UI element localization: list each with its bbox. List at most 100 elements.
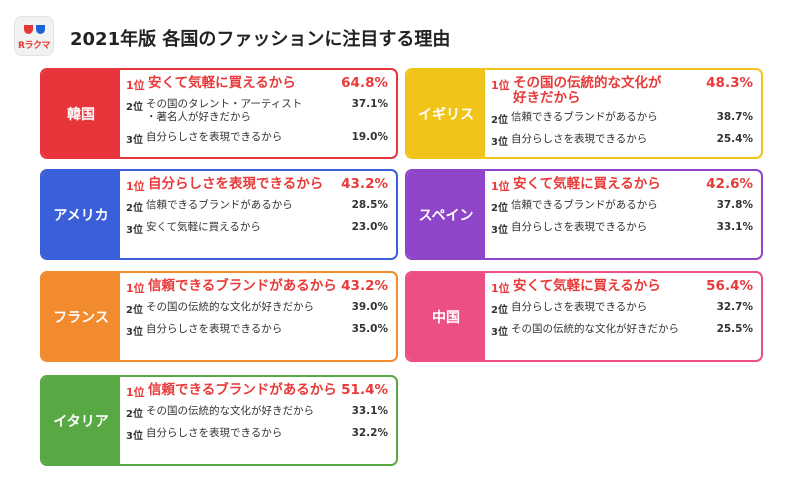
rank-label: 2位 (126, 305, 143, 316)
ranking-row: 2位 その国の伝統的な文化が好きだから 33.1% (126, 405, 388, 420)
reason-text: 信頼できるブランドがあるから (148, 278, 337, 294)
reason-text: 自分らしさを表現できるから (146, 131, 283, 143)
rakuma-logo: Rラクマ (14, 16, 54, 56)
rank-label: 1位 (126, 282, 145, 295)
percentage-value: 43.2% (341, 278, 388, 294)
percentage-value: 25.5% (716, 323, 753, 335)
percentage-value: 19.0% (351, 131, 388, 143)
reason-text: 信頼できるブランドがあるから (148, 382, 337, 398)
percentage-value: 38.7% (716, 111, 753, 123)
country-label: スペイン (407, 171, 485, 258)
rank-label: 2位 (491, 203, 508, 214)
percentage-value: 43.2% (341, 176, 388, 192)
percentage-value: 39.0% (351, 301, 388, 313)
ranking-row: 3位 自分らしさを表現できるから 33.1% (491, 221, 753, 236)
country-card: 韓国 1位 安くて気軽に買えるから 64.8% 2位 その国のタレント・アーティスト ・著… (40, 68, 398, 159)
ranking-list: 1位 安くて気軽に買えるから 56.4% 2位 自分らしさを表現できるから 32.7% 3位… (491, 279, 753, 356)
country-card: アメリカ 1位 自分らしさを表現できるから 43.2% 2位 信頼できるブランドがあるから… (40, 169, 398, 260)
ranking-row: 2位 その国のタレント・アーティスト ・著名人が好きだから 37.1% (126, 98, 388, 124)
rank-label: 1位 (491, 282, 510, 295)
rank-label: 3位 (126, 431, 143, 442)
reason-text: 安くて気軽に買えるから (148, 75, 296, 91)
ranking-list: 1位 自分らしさを表現できるから 43.2% 2位 信頼できるブランドがあるから 28.5… (126, 177, 388, 254)
percentage-value: 33.1% (716, 221, 753, 233)
percentage-value: 25.4% (716, 133, 753, 145)
ranking-row: 1位 安くて気軽に買えるから 42.6% (491, 177, 753, 194)
country-card: イギリス 1位 その国の伝統的な文化が 好きだから 48.3% 2位 信頼できるブランドが… (405, 68, 763, 159)
ranking-row: 1位 信頼できるブランドがあるから 43.2% (126, 279, 388, 296)
ranking-row: 1位 信頼できるブランドがあるから 51.4% (126, 383, 388, 400)
ranking-list: 1位 信頼できるブランドがあるから 43.2% 2位 その国の伝統的な文化が好きだから 3… (126, 279, 388, 356)
logo-blue-mark (36, 25, 45, 34)
rank-label: 1位 (491, 180, 510, 193)
ranking-list: 1位 安くて気軽に買えるから 42.6% 2位 信頼できるブランドがあるから 37.8% 3… (491, 177, 753, 254)
percentage-value: 23.0% (351, 221, 388, 233)
page-title: 2021年版 各国のファッションに注目する理由 (70, 29, 451, 50)
reason-text: その国の伝統的な文化が好きだから (146, 301, 314, 313)
rank-label: 1位 (126, 79, 145, 92)
percentage-value: 37.1% (351, 98, 388, 110)
percentage-value: 42.6% (706, 176, 753, 192)
ranking-row: 1位 安くて気軽に買えるから 64.8% (126, 76, 388, 93)
ranking-list: 1位 その国の伝統的な文化が 好きだから 48.3% 2位 信頼できるブランドがあるから… (491, 76, 753, 153)
rank-label: 3位 (491, 137, 508, 148)
reason-text: 安くて気軽に買えるから (513, 278, 661, 294)
ranking-row: 1位 その国の伝統的な文化が 好きだから 48.3% (491, 76, 753, 106)
rank-label: 3位 (491, 225, 508, 236)
ranking-list: 1位 安くて気軽に買えるから 64.8% 2位 その国のタレント・アーティスト ・著名人… (126, 76, 388, 153)
percentage-value: 48.3% (706, 75, 753, 91)
ranking-row: 2位 信頼できるブランドがあるから 38.7% (491, 111, 753, 126)
rank-label: 2位 (126, 203, 143, 214)
ranking-row: 1位 自分らしさを表現できるから 43.2% (126, 177, 388, 194)
reason-text: 安くて気軽に買えるから (513, 176, 661, 192)
ranking-row: 2位 信頼できるブランドがあるから 37.8% (491, 199, 753, 214)
rank-label: 2位 (491, 115, 508, 126)
reason-text: 自分らしさを表現できるから (511, 301, 648, 313)
reason-text: その国の伝統的な文化が好きだから (146, 405, 314, 417)
country-label: 韓国 (42, 70, 120, 157)
percentage-value: 28.5% (351, 199, 388, 211)
country-label: フランス (42, 273, 120, 360)
country-label: アメリカ (42, 171, 120, 258)
country-label: イタリア (42, 377, 120, 464)
percentage-value: 32.7% (716, 301, 753, 313)
reason-text: 自分らしさを表現できるから (148, 176, 324, 192)
rank-label: 3位 (126, 327, 143, 338)
reason-text: 信頼できるブランドがあるから (511, 199, 658, 211)
rank-label: 3位 (126, 225, 143, 236)
ranking-row: 3位 安くて気軽に買えるから 23.0% (126, 221, 388, 236)
country-card: 中国 1位 安くて気軽に買えるから 56.4% 2位 自分らしさを表現できるから 32.7%… (405, 271, 763, 362)
country-label: イギリス (407, 70, 485, 157)
percentage-value: 35.0% (351, 323, 388, 335)
rank-label: 2位 (126, 409, 143, 420)
rank-label: 3位 (491, 327, 508, 338)
logo-red-mark (24, 25, 33, 34)
reason-text: 信頼できるブランドがあるから (511, 111, 658, 123)
reason-text: その国の伝統的な文化が好きだから (511, 323, 679, 335)
reason-text: その国の伝統的な文化が 好きだから (513, 75, 662, 106)
ranking-row: 3位 自分らしさを表現できるから 35.0% (126, 323, 388, 338)
country-card: イタリア 1位 信頼できるブランドがあるから 51.4% 2位 その国の伝統的な文化が好き… (40, 375, 398, 466)
rank-label: 2位 (126, 102, 143, 113)
reason-text: 自分らしさを表現できるから (511, 221, 648, 233)
country-label: 中国 (407, 273, 485, 360)
rank-label: 1位 (491, 79, 510, 92)
rank-label: 2位 (491, 305, 508, 316)
percentage-value: 37.8% (716, 199, 753, 211)
logo-text: Rラクマ (18, 41, 50, 51)
ranking-row: 2位 自分らしさを表現できるから 32.7% (491, 301, 753, 316)
percentage-value: 51.4% (341, 382, 388, 398)
percentage-value: 64.8% (341, 75, 388, 91)
country-card: スペイン 1位 安くて気軽に買えるから 42.6% 2位 信頼できるブランドがあるから 37… (405, 169, 763, 260)
ranking-row: 1位 安くて気軽に買えるから 56.4% (491, 279, 753, 296)
reason-text: 自分らしさを表現できるから (146, 323, 283, 335)
rank-label: 1位 (126, 180, 145, 193)
ranking-row: 3位 自分らしさを表現できるから 25.4% (491, 133, 753, 148)
ranking-row: 3位 自分らしさを表現できるから 32.2% (126, 427, 388, 442)
ranking-row: 2位 信頼できるブランドがあるから 28.5% (126, 199, 388, 214)
percentage-value: 33.1% (351, 405, 388, 417)
percentage-value: 32.2% (351, 427, 388, 439)
ranking-row: 3位 自分らしさを表現できるから 19.0% (126, 131, 388, 146)
reason-text: その国のタレント・アーティスト ・著名人が好きだから (146, 98, 303, 123)
country-card: フランス 1位 信頼できるブランドがあるから 43.2% 2位 その国の伝統的な文化が好き… (40, 271, 398, 362)
